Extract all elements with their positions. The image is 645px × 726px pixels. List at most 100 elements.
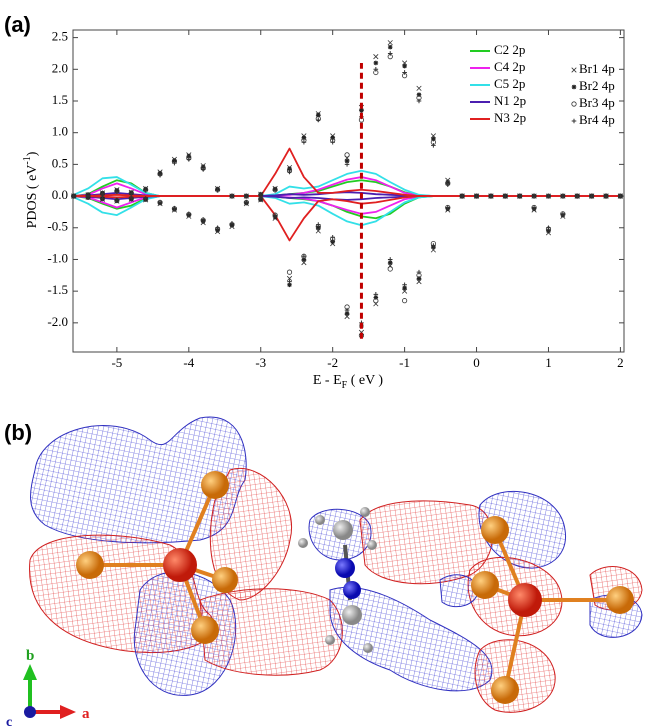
data-point <box>546 225 551 231</box>
red-lobe <box>199 588 343 676</box>
data-point <box>344 162 350 167</box>
data-point <box>229 221 235 226</box>
data-point <box>488 193 494 199</box>
data-point <box>244 193 249 199</box>
y-tick-label: 1.5 <box>52 92 68 107</box>
axis-label: b <box>26 648 34 664</box>
atom-h <box>360 507 370 517</box>
data-point <box>402 298 408 304</box>
x-axis-label: E - EF ( eV ) <box>313 373 384 391</box>
atom-n <box>335 558 355 578</box>
y-label-sup: -1 <box>22 156 33 164</box>
legend-label: Br3 4p <box>579 95 615 110</box>
data-point <box>286 269 293 275</box>
atom-c <box>342 605 362 625</box>
y-axis-label: PDOS ( eV-1) <box>22 151 40 228</box>
y-tick-label: -1.0 <box>47 250 68 265</box>
data-point <box>416 269 422 275</box>
atom-h <box>367 540 377 550</box>
legend-key <box>571 118 577 124</box>
isosurfaces <box>29 416 643 713</box>
data-point <box>387 40 393 46</box>
data-point <box>114 197 120 203</box>
data-point <box>387 266 393 272</box>
data-point <box>431 243 436 248</box>
panel-label: (a) <box>4 12 31 37</box>
x-tick-label: -1 <box>399 355 410 370</box>
data-point <box>416 85 422 91</box>
data-point <box>315 112 321 118</box>
data-point <box>402 63 407 69</box>
data-point <box>143 196 148 201</box>
legend-key <box>571 101 577 107</box>
data-point <box>618 193 623 199</box>
data-point <box>330 234 335 240</box>
data-point <box>172 158 177 163</box>
legend-label: Br2 4p <box>579 78 615 93</box>
data-point <box>157 172 163 178</box>
data-point <box>416 92 422 97</box>
structure: (b) <box>4 416 643 726</box>
data-point <box>560 193 566 199</box>
data-point <box>344 307 350 313</box>
data-point <box>373 292 379 297</box>
series-line <box>73 179 621 197</box>
data-point <box>330 139 335 145</box>
axis-label: c <box>6 715 12 726</box>
axis-label: a <box>82 706 90 722</box>
data-point <box>229 193 235 199</box>
legend-label: N3 2p <box>494 110 526 125</box>
data-point <box>445 179 451 185</box>
legend-label: Br4 4p <box>579 112 615 127</box>
y-tick-label: 2.5 <box>52 29 68 44</box>
arrow-b <box>23 664 37 680</box>
data-point <box>85 194 91 200</box>
blue-lobe <box>478 490 566 569</box>
legend-label: C2 2p <box>494 42 525 57</box>
atom-h <box>325 635 335 645</box>
data-point <box>186 157 192 162</box>
data-point <box>143 188 148 193</box>
atom-h <box>298 538 308 548</box>
data-point <box>373 54 379 60</box>
atom-h <box>315 515 325 525</box>
data-point <box>287 169 292 175</box>
data-point <box>344 311 350 316</box>
data-point <box>574 193 580 199</box>
atom-br <box>212 567 238 593</box>
data-point <box>387 257 393 262</box>
data-point <box>172 205 177 211</box>
data-point <box>315 117 321 123</box>
plot-frame <box>72 29 625 353</box>
data-point <box>128 196 134 201</box>
data-point <box>431 143 436 148</box>
data-point <box>531 205 537 210</box>
data-point <box>71 193 77 199</box>
legend-key <box>571 84 577 90</box>
atom-c <box>333 520 353 540</box>
data-point <box>560 211 566 217</box>
data-point <box>301 139 307 145</box>
y-label-part: PDOS ( eV <box>25 165 40 229</box>
y-tick-label: -0.5 <box>47 219 68 234</box>
series-line <box>73 147 621 197</box>
atom-h <box>363 643 373 653</box>
x-label-part: ( eV ) <box>347 373 383 388</box>
data-point <box>387 44 393 50</box>
data-point <box>589 193 594 199</box>
series-line <box>73 176 621 197</box>
x-tick-label: -2 <box>327 355 338 370</box>
data-point <box>114 189 120 194</box>
data-point <box>272 188 278 193</box>
data-point <box>387 51 393 56</box>
y-tick-label: -1.5 <box>47 282 68 297</box>
data-point <box>373 60 379 66</box>
data-point <box>200 167 206 172</box>
data-point <box>373 66 379 72</box>
data-point <box>517 193 522 199</box>
arrow-a <box>60 705 76 719</box>
legend-label: C4 2p <box>494 59 525 74</box>
data-point <box>301 253 307 259</box>
x-tick-label: 0 <box>473 355 480 370</box>
